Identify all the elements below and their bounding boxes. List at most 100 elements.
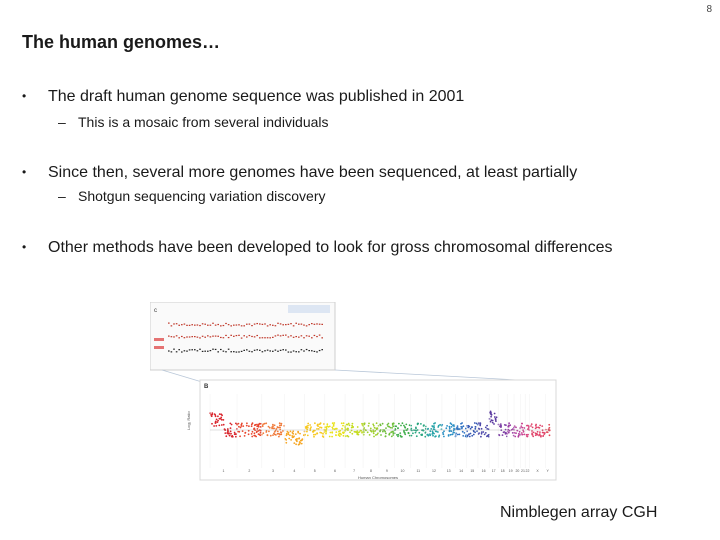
data-point [347, 422, 350, 425]
data-point [295, 438, 297, 441]
inset-track-dot [279, 349, 282, 351]
inset-track-dot [298, 351, 300, 353]
inset-track-dot [300, 335, 303, 337]
inset-marker [154, 338, 164, 341]
data-point [220, 418, 223, 421]
inset-track-dot [256, 334, 258, 337]
inset-track-dot [168, 322, 170, 324]
inset-track-dot [214, 324, 217, 326]
chromosome-tick-label: 5 [314, 469, 316, 473]
chromosome-tick-label: 19 [509, 469, 513, 473]
data-point [432, 434, 434, 437]
data-point [238, 425, 240, 428]
data-point [539, 424, 541, 427]
chromosome-tick-label: 10 [401, 469, 405, 473]
data-point [542, 434, 545, 437]
data-point [476, 430, 478, 433]
data-point [280, 424, 283, 427]
data-point [262, 432, 265, 435]
data-point [441, 424, 443, 426]
data-point [407, 432, 410, 435]
data-point [399, 434, 402, 437]
data-point [307, 424, 309, 427]
data-point [532, 435, 535, 438]
data-point [279, 431, 282, 434]
data-point [276, 432, 279, 435]
inset-track-dot [292, 336, 295, 338]
data-point [518, 430, 521, 433]
data-point [372, 424, 375, 427]
data-point [392, 434, 395, 436]
inset-track-dot [246, 336, 248, 338]
data-point [250, 423, 253, 426]
data-point [495, 416, 498, 419]
data-point [339, 429, 342, 432]
data-point [446, 425, 448, 427]
data-point [331, 422, 334, 425]
data-point [418, 431, 421, 434]
chromosome-tick-label: 14 [459, 469, 463, 473]
inset-track-dot [303, 324, 305, 326]
data-point [527, 428, 529, 430]
data-point [390, 435, 393, 438]
data-point [424, 435, 427, 438]
chromosome-tick-label: 16 [482, 469, 486, 473]
data-point [456, 433, 459, 436]
inset-track-dot [238, 334, 240, 336]
data-point [421, 434, 423, 436]
data-point [335, 427, 338, 430]
data-point [246, 422, 248, 425]
inset-track-dot [259, 349, 261, 351]
data-point [511, 432, 514, 434]
data-point [537, 426, 540, 429]
inset-track-dot [170, 351, 173, 353]
data-point [292, 436, 295, 438]
inset-track-dot [274, 349, 277, 351]
inset-track-dot [188, 349, 191, 351]
data-point [297, 430, 299, 433]
data-point [431, 430, 434, 433]
data-point [424, 431, 427, 434]
data-point [467, 426, 470, 429]
data-point [267, 425, 270, 428]
inset-track-dot [201, 323, 204, 325]
data-point [527, 433, 529, 436]
data-point [493, 423, 495, 425]
data-point [220, 413, 223, 416]
data-point [375, 428, 378, 431]
data-point [482, 431, 485, 433]
data-point [318, 423, 321, 426]
inset-track-dot [220, 325, 222, 327]
data-point [216, 421, 219, 423]
inset-track-dot [298, 336, 300, 338]
data-point [507, 425, 510, 428]
data-point [499, 423, 502, 425]
inset-track-dot [282, 349, 284, 351]
inset-track-dot [173, 323, 175, 325]
inset-track-dot [285, 349, 287, 351]
data-point [229, 427, 232, 429]
inset-track-dot [311, 337, 313, 339]
data-point [213, 425, 215, 427]
data-point [350, 426, 353, 429]
data-point [314, 433, 317, 436]
x-axis-label: Human Chromosomes [358, 475, 398, 480]
data-point [417, 422, 420, 425]
data-point [448, 427, 451, 430]
data-point [515, 426, 517, 429]
data-point [443, 430, 445, 433]
chromosome-tick-label: 13 [447, 469, 451, 473]
data-point [406, 428, 409, 430]
chromosome-tick-label: 4 [293, 469, 295, 473]
data-point [471, 426, 473, 429]
data-point [500, 426, 502, 428]
data-point [519, 427, 522, 429]
data-point [548, 423, 551, 426]
data-point [382, 430, 384, 433]
data-point [316, 428, 318, 430]
bullet-glyph: • [22, 89, 27, 103]
data-point [493, 412, 496, 415]
data-point [384, 430, 386, 433]
nimblegen-logo [288, 305, 330, 313]
data-point [472, 430, 475, 433]
